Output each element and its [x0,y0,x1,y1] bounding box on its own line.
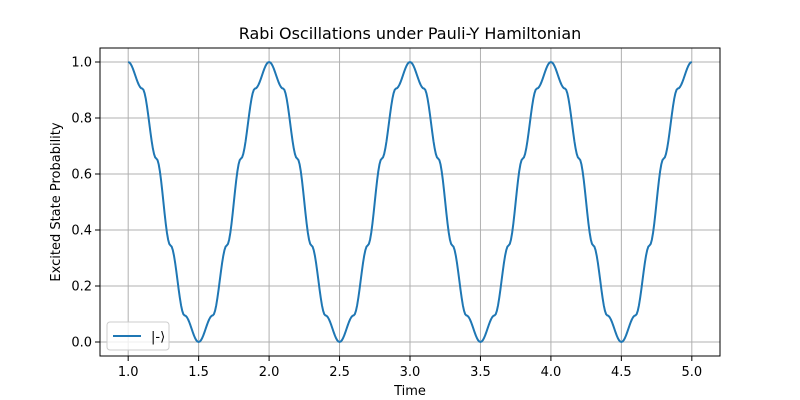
x-tick-label: 3.5 [470,365,491,380]
x-tick-label: 3.0 [400,365,421,380]
legend-label: |-⟩ [151,330,165,345]
x-tick-label: 5.0 [681,365,702,380]
series-line [127,61,693,343]
x-tick-label: 4.0 [541,365,562,380]
x-tick-label: 1.5 [188,365,209,380]
x-axis-label: Time [393,384,426,399]
y-tick-label: 0.6 [71,168,92,183]
y-tick-label: 0.2 [71,280,92,295]
y-tick-label: 0.4 [71,224,92,239]
x-tick-label: 1.0 [118,365,139,380]
y-tick-label: 0.0 [71,336,92,351]
chart-title: Rabi Oscillations under Pauli-Y Hamilton… [239,24,582,43]
y-tick-label: 0.8 [71,112,92,127]
y-axis-label: Excited State Probability [49,122,64,281]
series-layer [127,61,693,343]
tick-layer: 1.0 1.5 2.0 2.5 3.0 3.5 4.0 4.5 5.0 0.0 0.2 0.4 0.6 0… [71,56,702,381]
x-tick-label: 2.5 [329,365,350,380]
legend: |-⟩ [106,321,170,351]
y-tick-label: 1.0 [71,56,92,71]
x-tick-label: 4.5 [611,365,632,380]
x-tick-label: 2.0 [259,365,280,380]
